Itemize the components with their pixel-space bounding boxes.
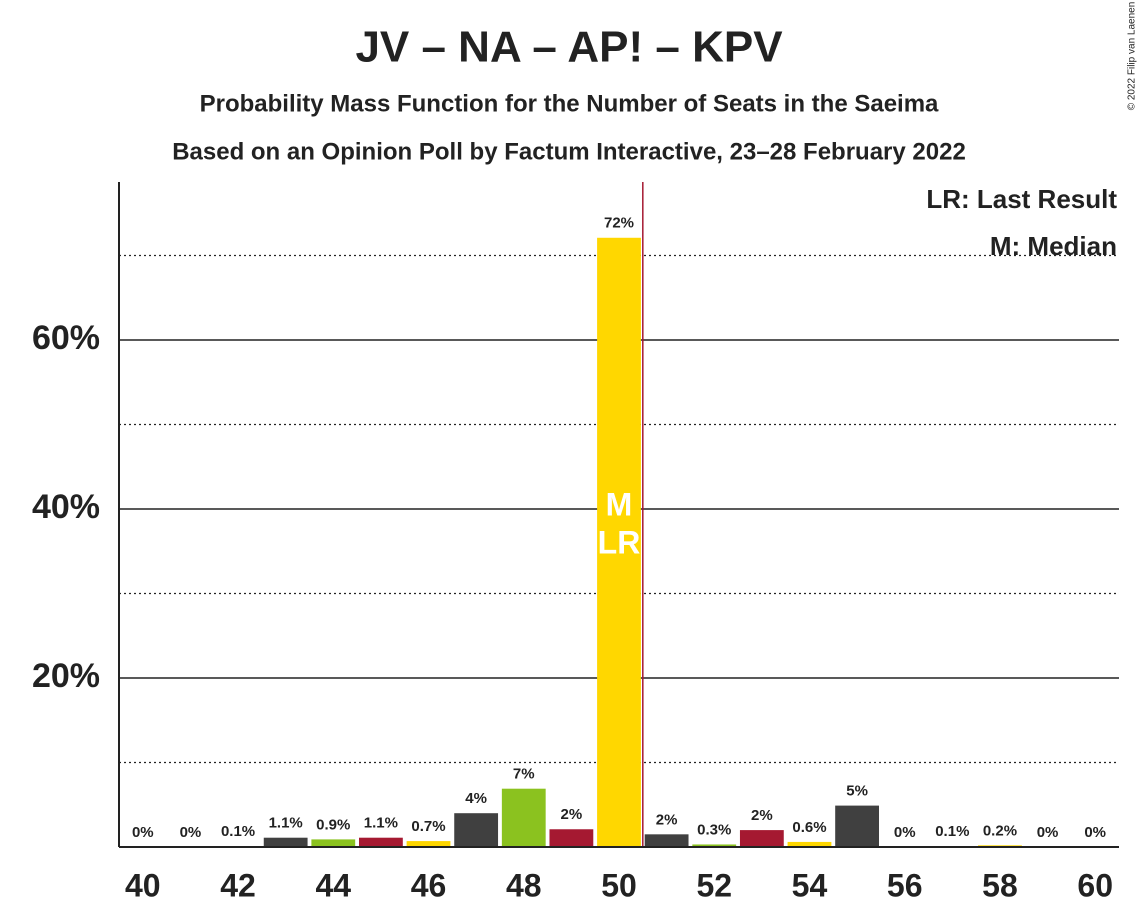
x-tick-label: 44 <box>315 867 351 903</box>
bar <box>311 839 356 847</box>
x-tick-label: 56 <box>887 867 923 903</box>
x-tick-label: 42 <box>220 867 256 903</box>
x-tick-label: 60 <box>1077 867 1113 903</box>
chart-subtitle: Probability Mass Function for the Number… <box>200 90 939 117</box>
value-label: 1.1% <box>269 815 303 832</box>
value-label: 2% <box>561 806 583 823</box>
value-label: 0% <box>132 824 154 841</box>
bar <box>549 829 594 847</box>
x-tick-label: 46 <box>411 867 447 903</box>
bar <box>454 813 499 847</box>
x-tick-label: 54 <box>792 867 828 903</box>
value-label: 4% <box>465 790 487 807</box>
chart-subtitle: Based on an Opinion Poll by Factum Inter… <box>172 138 966 165</box>
bar <box>359 837 403 847</box>
bar <box>644 834 689 847</box>
value-label: 5% <box>846 783 868 800</box>
value-label: 0% <box>180 824 202 841</box>
x-tick-label: 50 <box>601 867 637 903</box>
value-label: 2% <box>751 807 773 824</box>
median-marker: M <box>606 486 633 522</box>
bar <box>406 841 451 847</box>
y-tick-label: 40% <box>32 488 100 526</box>
value-label: 0% <box>1037 824 1059 841</box>
value-label: 2% <box>656 811 678 828</box>
bar <box>263 837 308 847</box>
x-tick-label: 48 <box>506 867 542 903</box>
value-label: 0.3% <box>697 821 731 838</box>
value-label: 0.6% <box>792 819 826 836</box>
y-tick-label: 20% <box>32 657 100 695</box>
y-tick-label: 60% <box>32 319 100 357</box>
bar <box>787 841 832 847</box>
value-label: 1.1% <box>364 815 398 832</box>
legend-entry: LR: Last Result <box>926 184 1117 214</box>
bar <box>692 844 737 847</box>
value-label: 0.2% <box>983 822 1017 839</box>
value-label: 0% <box>1084 824 1106 841</box>
x-tick-label: 52 <box>696 867 732 903</box>
x-tick-label: 58 <box>982 867 1018 903</box>
bar <box>597 237 641 847</box>
bar <box>501 788 546 847</box>
copyright: © 2022 Filip van Laenen <box>1127 2 1138 111</box>
x-tick-label: 40 <box>125 867 161 903</box>
value-label: 7% <box>513 766 535 783</box>
legend-entry: M: Median <box>990 231 1117 261</box>
chart-title: JV – NA – AP! – KPV <box>355 23 783 72</box>
value-label: 72% <box>604 215 634 232</box>
bar <box>835 805 879 847</box>
value-label: 0% <box>894 824 916 841</box>
value-label: 0.7% <box>411 818 445 835</box>
bar <box>739 830 784 847</box>
value-label: 0.1% <box>221 823 255 840</box>
value-label: 0.1% <box>935 823 969 840</box>
last-result-marker: LR <box>598 524 641 560</box>
value-label: 0.9% <box>316 816 350 833</box>
